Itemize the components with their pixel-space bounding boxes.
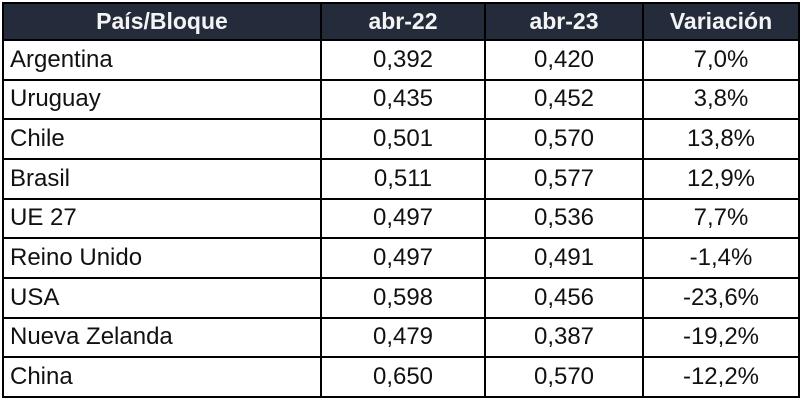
cell-variacion: 12,9% xyxy=(642,157,800,200)
table-row-nueva-zelanda: Nueva Zelanda 0,479 0,387 -19,2% xyxy=(2,316,800,359)
cell-pais: Argentina xyxy=(2,39,322,81)
column-header-variacion: Variación xyxy=(642,2,800,41)
cell-abr23: 0,536 xyxy=(484,197,644,240)
cell-abr22: 0,435 xyxy=(320,78,486,121)
table-row-reino-unido: Reino Unido 0,497 0,491 -1,4% xyxy=(2,237,800,279)
header-row: País/Bloque abr-22 abr-23 Variación xyxy=(2,2,800,41)
cell-abr22: 0,501 xyxy=(320,118,486,160)
cell-abr23: 0,570 xyxy=(484,356,644,398)
cell-pais: Chile xyxy=(2,118,322,160)
cell-variacion: 7,7% xyxy=(642,197,800,240)
cell-abr23: 0,420 xyxy=(484,39,644,81)
cell-abr22: 0,598 xyxy=(320,276,486,319)
cell-pais: China xyxy=(2,356,322,398)
cell-pais: Uruguay xyxy=(2,78,322,121)
cell-abr22: 0,650 xyxy=(320,356,486,398)
table-row-chile: Chile 0,501 0,570 13,8% xyxy=(2,118,800,160)
cell-variacion: 3,8% xyxy=(642,78,800,121)
table-row-china: China 0,650 0,570 -12,2% xyxy=(2,356,800,398)
cell-abr23: 0,570 xyxy=(484,118,644,160)
cell-pais: Brasil xyxy=(2,157,322,200)
cell-variacion: 7,0% xyxy=(642,39,800,81)
column-header-abr-23: abr-23 xyxy=(484,2,644,41)
table-row-brasil: Brasil 0,511 0,577 12,9% xyxy=(2,157,800,200)
cell-pais: USA xyxy=(2,276,322,319)
cell-abr22: 0,497 xyxy=(320,237,486,279)
cell-pais: Nueva Zelanda xyxy=(2,316,322,359)
cell-pais: Reino Unido xyxy=(2,237,322,279)
cell-abr22: 0,511 xyxy=(320,157,486,200)
cell-variacion: -23,6% xyxy=(642,276,800,319)
table-row-ue-27: UE 27 0,497 0,536 7,7% xyxy=(2,197,800,240)
cell-pais: UE 27 xyxy=(2,197,322,240)
column-header-pais-bloque: País/Bloque xyxy=(2,2,322,41)
cell-variacion: -19,2% xyxy=(642,316,800,359)
cell-abr22: 0,392 xyxy=(320,39,486,81)
column-header-abr-22: abr-22 xyxy=(320,2,486,41)
cell-variacion: -12,2% xyxy=(642,356,800,398)
table-row-argentina: Argentina 0,392 0,420 7,0% xyxy=(2,39,800,81)
cell-variacion: 13,8% xyxy=(642,118,800,160)
cell-abr23: 0,491 xyxy=(484,237,644,279)
cell-variacion: -1,4% xyxy=(642,237,800,279)
cell-abr22: 0,479 xyxy=(320,316,486,359)
cell-abr23: 0,387 xyxy=(484,316,644,359)
table-row-usa: USA 0,598 0,456 -23,6% xyxy=(2,276,800,319)
cell-abr22: 0,497 xyxy=(320,197,486,240)
cell-abr23: 0,577 xyxy=(484,157,644,200)
table-row-uruguay: Uruguay 0,435 0,452 3,8% xyxy=(2,78,800,121)
cell-abr23: 0,456 xyxy=(484,276,644,319)
cell-abr23: 0,452 xyxy=(484,78,644,121)
